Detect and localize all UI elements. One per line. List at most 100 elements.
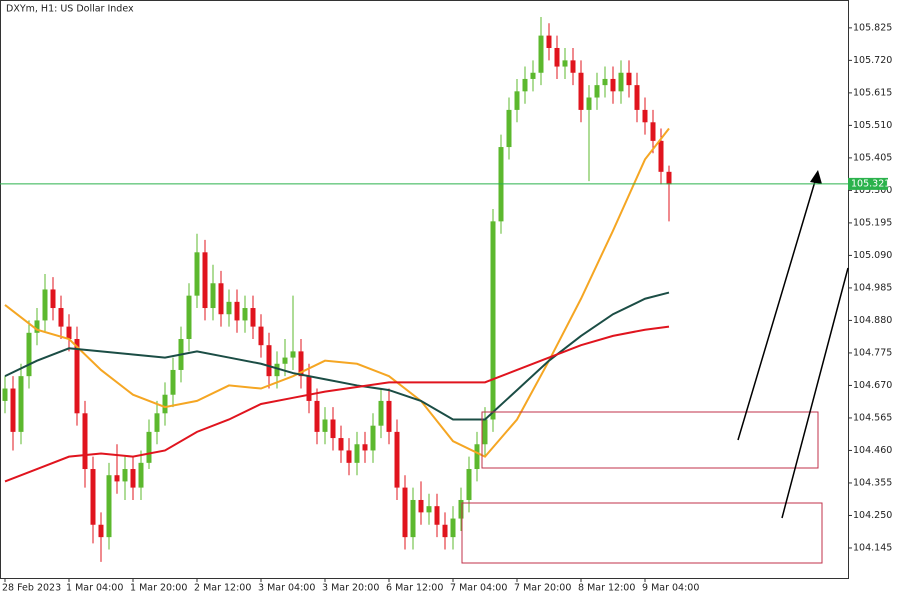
candle-body (338, 438, 344, 451)
y-tick-label: 105.405 (853, 152, 892, 163)
candle-body (546, 35, 552, 48)
x-tick-label: 2 Mar 12:00 (194, 583, 251, 594)
candle-body (266, 345, 272, 377)
arrowhead (810, 170, 822, 184)
x-tick-label: 1 Mar 04:00 (66, 583, 123, 594)
x-tick-label: 6 Mar 12:00 (386, 583, 443, 594)
candle-body (50, 289, 56, 309)
y-tick-label: 105.510 (853, 120, 892, 131)
candle-body (562, 60, 568, 67)
candle-body (634, 85, 640, 110)
candle-body (42, 289, 48, 321)
candle-body (242, 308, 248, 321)
candle-body (194, 252, 200, 296)
zone-box (461, 502, 823, 564)
y-tick-label: 104.775 (853, 347, 892, 358)
arrow (737, 177, 817, 441)
candle-body (554, 47, 560, 67)
candle-body (514, 91, 520, 110)
y-tick-label: 104.460 (853, 445, 892, 456)
candle-body (170, 369, 176, 395)
x-tick-label: 1 Mar 20:00 (130, 583, 187, 594)
plot-frame (0, 0, 849, 579)
x-tick-label: 7 Mar 04:00 (450, 583, 507, 594)
candle-body (138, 462, 144, 488)
candle-body (2, 388, 8, 401)
candle-body (594, 85, 600, 98)
x-tick-label: 3 Mar 04:00 (258, 583, 315, 594)
candle-body (130, 469, 136, 488)
candle-body (186, 295, 192, 339)
candle-body (82, 413, 88, 470)
y-tick-label: 105.825 (853, 22, 892, 33)
candle-body (434, 506, 440, 525)
candle-body (650, 122, 656, 141)
candle-body (330, 419, 336, 439)
candle-body (378, 400, 384, 426)
current-price-tag (848, 177, 888, 190)
candle-body (458, 499, 464, 519)
candle-body (370, 425, 376, 451)
candle-body (426, 506, 432, 513)
y-tick-label: 105.090 (853, 250, 892, 261)
candle-body (226, 301, 232, 315)
candle-body (442, 524, 448, 538)
chart-title: DXYm, H1: US Dollar Index (6, 4, 134, 15)
candle-body (362, 444, 368, 451)
candle-body (466, 469, 472, 500)
candle-body (106, 475, 112, 538)
x-tick-label: 3 Mar 20:00 (322, 583, 379, 594)
candle-body (290, 351, 296, 358)
candle-body (410, 499, 416, 538)
candle-body (418, 499, 424, 513)
y-tick-label: 104.145 (853, 542, 892, 553)
candle-body (450, 518, 456, 538)
candle-body (298, 351, 304, 377)
candle-body (234, 301, 240, 321)
candle-body (642, 109, 648, 123)
candle-body (98, 524, 104, 538)
candle-body (394, 431, 400, 488)
candle-body (114, 475, 120, 482)
moving-average (4, 325, 670, 483)
y-tick-label: 104.670 (853, 380, 892, 391)
candle-body (202, 252, 208, 309)
plot-area (2, 17, 672, 562)
candle-body (354, 444, 360, 463)
candle-body (610, 78, 616, 92)
candle-body (282, 357, 288, 364)
candle-body (602, 78, 608, 86)
candle-body (122, 469, 128, 482)
candle-body (162, 394, 168, 414)
candle-body (474, 444, 480, 470)
candle-body (626, 72, 632, 86)
candle-body (274, 363, 280, 377)
y-tick-label: 105.300 (853, 185, 892, 196)
candle-body (490, 221, 496, 420)
y-tick-label: 105.615 (853, 87, 892, 98)
candle-body (18, 376, 24, 432)
candle-body (250, 308, 256, 327)
candle-body (482, 419, 488, 445)
y-tick-label: 104.355 (853, 477, 892, 488)
candle-body (658, 140, 664, 172)
current-price-label: 105.321 (851, 178, 890, 189)
x-tick-label: 28 Feb 2023 (2, 583, 61, 594)
candle-body (306, 376, 312, 401)
candle-body (570, 60, 576, 73)
candle-body (538, 35, 544, 73)
y-tick-label: 104.250 (853, 510, 892, 521)
candle-body (26, 332, 32, 377)
candle-body (74, 338, 80, 414)
candle-body (210, 283, 216, 309)
candle-body (10, 388, 16, 432)
candle-body (402, 487, 408, 538)
zone-box (481, 411, 819, 469)
candle-body (34, 320, 40, 333)
y-tick-label: 104.880 (853, 315, 892, 326)
candle-body (522, 78, 528, 92)
x-tick-label: 7 Mar 20:00 (514, 583, 571, 594)
candle-body (218, 283, 224, 315)
candle-body (386, 400, 392, 432)
